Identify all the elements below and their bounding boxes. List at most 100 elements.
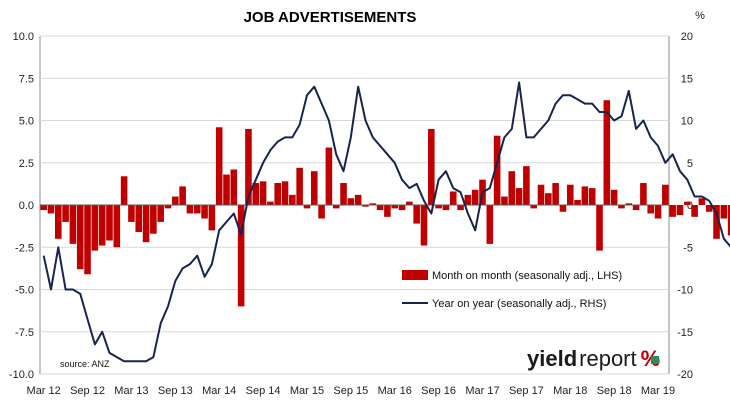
mom-bar (150, 205, 157, 234)
mom-bar (647, 205, 655, 214)
mom-bar (98, 205, 106, 246)
mom-bar (435, 205, 442, 209)
left-axis-ticks: 10.0 7.5 5.0 2.5 0.0 -2.5 -5.0 -7.5 -10.0 (9, 31, 34, 381)
mom-bar (449, 191, 457, 205)
mom-bar (303, 205, 311, 209)
mom-bar (113, 205, 121, 248)
mom-bar (523, 166, 530, 205)
mom-bar (625, 203, 633, 205)
mom-bar (318, 205, 325, 219)
mom-bar (662, 184, 669, 205)
right-tick-label: -10 (677, 285, 693, 297)
mom-bar (376, 205, 384, 211)
right-tick-label: -5 (683, 242, 693, 254)
mom-bar (179, 186, 186, 205)
mom-bar (493, 135, 501, 205)
mom-bar (84, 205, 91, 275)
mom-bar (340, 183, 347, 205)
mom-bar (91, 205, 99, 251)
mom-bar (332, 205, 340, 209)
source-note: source: ANZ (60, 359, 110, 369)
mom-bar (596, 205, 603, 251)
x-tick-label: Mar 16 (378, 385, 412, 397)
mom-bar (128, 205, 135, 222)
right-tick-label: 20 (681, 31, 693, 43)
mom-bar (164, 205, 172, 209)
mom-bar (683, 201, 691, 205)
left-tick-label: -7.5 (15, 327, 34, 339)
right-tick-label: 0 (687, 200, 693, 212)
mom-bar (566, 184, 574, 205)
mom-bar (669, 205, 676, 217)
mom-bar (559, 205, 567, 212)
left-tick-label: -5.0 (15, 285, 34, 297)
mom-bar (69, 205, 77, 244)
mom-bar (632, 205, 640, 211)
mom-bar (223, 174, 230, 205)
left-tick-label: 7.5 (19, 73, 34, 85)
mom-bar (610, 189, 618, 205)
x-tick-label: Mar 12 (27, 385, 61, 397)
legend-swatch-mom (402, 270, 428, 280)
x-tick-label: Mar 19 (641, 385, 675, 397)
mom-bar (545, 193, 552, 205)
mom-bar (698, 198, 706, 205)
mom-bar (120, 176, 128, 205)
right-tick-label: 10 (681, 116, 693, 128)
mom-bar (640, 183, 647, 205)
x-tick-label: Sep 13 (158, 385, 193, 397)
gridlines (39, 35, 670, 375)
mom-bar (691, 205, 698, 217)
left-tick-label: -10.0 (9, 369, 34, 381)
mom-bar (713, 205, 720, 239)
right-tick-label: -20 (677, 369, 693, 381)
left-tick-label: 5.0 (19, 116, 34, 128)
mom-bar (515, 188, 523, 205)
mom-bar (574, 199, 581, 205)
yieldreport-logo: yieldreport% (527, 346, 660, 371)
x-tick-label: Mar 15 (290, 385, 324, 397)
mom-bar (267, 201, 274, 205)
mom-bar (289, 194, 296, 205)
left-tick-label: 0.0 (19, 200, 34, 212)
mom-bar (201, 205, 208, 219)
right-tick-label: 15 (681, 73, 693, 85)
mom-bar (457, 205, 464, 211)
mom-bar (464, 194, 472, 205)
mom-bar (296, 167, 303, 205)
right-tick-label: 5 (687, 158, 693, 170)
logo-percent-icon: % (641, 346, 661, 371)
mom-bar (603, 100, 611, 205)
mom-bar (442, 205, 450, 211)
yoy-series-line (42, 81, 730, 363)
legend-label-mom: Month on month (seasonally adj., LHS) (432, 270, 622, 282)
chart-title: JOB ADVERTISEMENTS (244, 9, 417, 26)
mom-bar (581, 186, 589, 205)
mom-bar (501, 196, 508, 205)
mom-bar (362, 205, 369, 207)
x-tick-label: Sep 17 (509, 385, 544, 397)
logo-text: yieldreport% (527, 346, 660, 371)
mom-bar (274, 183, 281, 205)
x-tick-label: Mar 17 (465, 385, 499, 397)
x-tick-label: Mar 14 (202, 385, 236, 397)
right-tick-label: -15 (677, 327, 693, 339)
mom-bar (193, 205, 201, 214)
x-tick-label: Sep 16 (421, 385, 456, 397)
mom-bar (530, 205, 537, 209)
mom-bars (40, 100, 730, 307)
mom-bar (172, 196, 179, 205)
mom-bar (142, 205, 150, 243)
mom-bar (428, 128, 435, 205)
logo-word-yield: yield (527, 346, 577, 371)
mom-bar (62, 205, 69, 222)
mom-bar (720, 205, 728, 219)
legend-label-yoy: Year on year (seasonally adj., RHS) (432, 298, 606, 310)
mom-bar (398, 205, 406, 211)
mom-bar (654, 205, 662, 219)
mom-bar (135, 205, 143, 233)
mom-bar (40, 205, 47, 211)
mom-bar (76, 205, 84, 270)
